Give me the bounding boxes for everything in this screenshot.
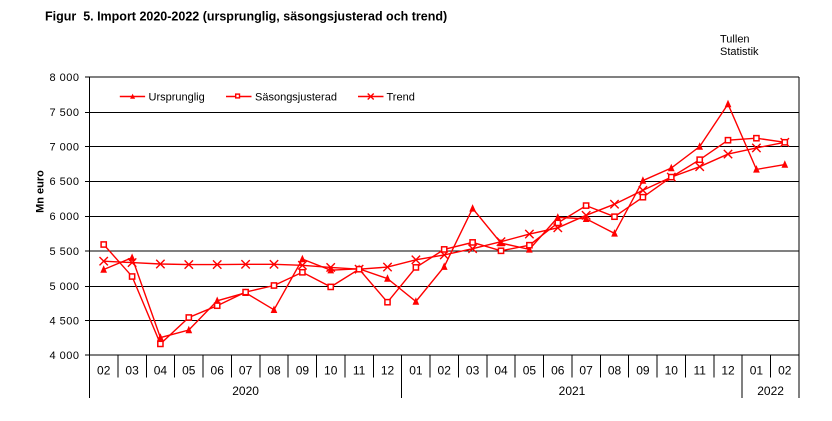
svg-text:08: 08 [608, 363, 622, 377]
svg-text:07: 07 [579, 363, 593, 377]
svg-text:7 500: 7 500 [49, 107, 79, 119]
svg-text:2020: 2020 [232, 384, 259, 398]
svg-text:12: 12 [721, 363, 735, 377]
svg-text:02: 02 [97, 363, 111, 377]
svg-text:09: 09 [296, 363, 310, 377]
svg-text:03: 03 [466, 363, 480, 377]
svg-text:01: 01 [750, 363, 764, 377]
svg-text:07: 07 [239, 363, 253, 377]
svg-text:7 000: 7 000 [49, 142, 79, 154]
svg-text:04: 04 [154, 363, 168, 377]
svg-text:10: 10 [324, 363, 338, 377]
svg-text:11: 11 [353, 363, 366, 377]
svg-text:Trend: Trend [387, 92, 415, 104]
svg-text:02: 02 [438, 363, 452, 377]
svg-text:01: 01 [409, 363, 423, 377]
svg-text:4 500: 4 500 [49, 316, 79, 328]
svg-text:2021: 2021 [559, 384, 586, 398]
svg-text:09: 09 [636, 363, 650, 377]
svg-text:05: 05 [182, 363, 196, 377]
svg-text:Mn euro: Mn euro [34, 170, 46, 213]
svg-text:05: 05 [523, 363, 537, 377]
svg-text:06: 06 [211, 363, 225, 377]
svg-text:06: 06 [551, 363, 565, 377]
svg-text:Figur 5. Import 2020-2022 (ur: Figur 5. Import 2020-2022 (ursprunglig, … [45, 9, 447, 23]
svg-text:Ursprunglig: Ursprunglig [149, 92, 205, 104]
svg-text:04: 04 [494, 363, 508, 377]
svg-text:08: 08 [267, 363, 281, 377]
svg-text:02: 02 [778, 363, 792, 377]
svg-text:6 000: 6 000 [49, 211, 79, 223]
svg-text:5 000: 5 000 [49, 281, 79, 293]
svg-text:8 000: 8 000 [49, 72, 79, 84]
svg-text:11: 11 [693, 363, 706, 377]
svg-text:4 000: 4 000 [49, 350, 79, 362]
svg-text:10: 10 [665, 363, 679, 377]
svg-text:6 500: 6 500 [49, 176, 79, 188]
svg-text:03: 03 [125, 363, 139, 377]
svg-text:Statistik: Statistik [720, 46, 759, 58]
svg-text:Säsongsjusterad: Säsongsjusterad [255, 92, 337, 104]
svg-text:5 500: 5 500 [49, 246, 79, 258]
svg-text:2022: 2022 [757, 384, 784, 398]
svg-text:12: 12 [381, 363, 395, 377]
svg-text:Tullen: Tullen [720, 34, 750, 46]
